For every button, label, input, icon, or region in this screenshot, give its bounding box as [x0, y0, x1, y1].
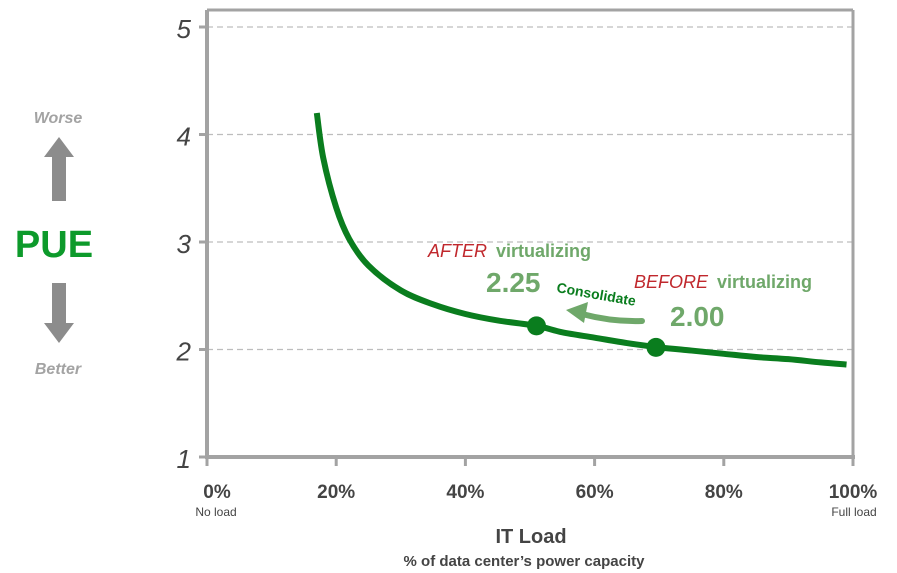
highlight-points: [526, 316, 666, 357]
x-axis-title: IT Load: [495, 526, 566, 548]
x-tick-label: 0%: [203, 482, 231, 503]
x-tick-labels: 0% 20% 40% 60% 80% 100%: [203, 457, 877, 503]
x-tick-label: 20%: [317, 482, 355, 503]
gridlines: [207, 26, 853, 351]
y-tick-label: 3: [177, 229, 192, 259]
after-value-label: 2.25: [486, 267, 541, 298]
y-tick-labels: 1 2 3 4 5: [176, 14, 207, 474]
plot-frame: [205, 8, 855, 459]
worse-label: Worse: [34, 110, 83, 127]
x-tick-label: 100%: [829, 482, 878, 503]
y-tick-label: 1: [177, 444, 191, 474]
data-point: [526, 316, 546, 336]
better-label: Better: [35, 361, 82, 378]
data-point: [646, 337, 666, 357]
y-tick-label: 4: [177, 122, 191, 152]
y-tick-label: 5: [177, 14, 192, 44]
before-annotation: BEFORE virtualizing: [634, 272, 812, 292]
consolidate-label: Consolidate: [555, 279, 637, 309]
down-arrow-icon: [44, 283, 74, 343]
before-word: BEFORE: [634, 272, 709, 292]
up-arrow-icon: [44, 137, 74, 201]
pue-curve: [313, 112, 847, 368]
after-annotation: AFTER virtualizing: [427, 241, 591, 261]
full-load-note: Full load: [831, 505, 876, 519]
after-virtualizing: virtualizing: [496, 241, 591, 261]
before-virtualizing: virtualizing: [717, 272, 812, 292]
x-axis-subtitle: % of data center’s power capacity: [404, 553, 646, 570]
x-tick-label: 60%: [576, 482, 614, 503]
x-tick-label: 80%: [705, 482, 743, 503]
x-tick-label: 40%: [446, 482, 484, 503]
consolidate-arrow-icon: [566, 302, 645, 325]
series-group: [313, 112, 847, 368]
after-word: AFTER: [427, 241, 487, 261]
pue-label: PUE: [15, 224, 93, 266]
y-tick-label: 2: [176, 337, 192, 367]
before-value-label: 2.00: [670, 301, 725, 332]
no-load-note: No load: [195, 505, 236, 519]
